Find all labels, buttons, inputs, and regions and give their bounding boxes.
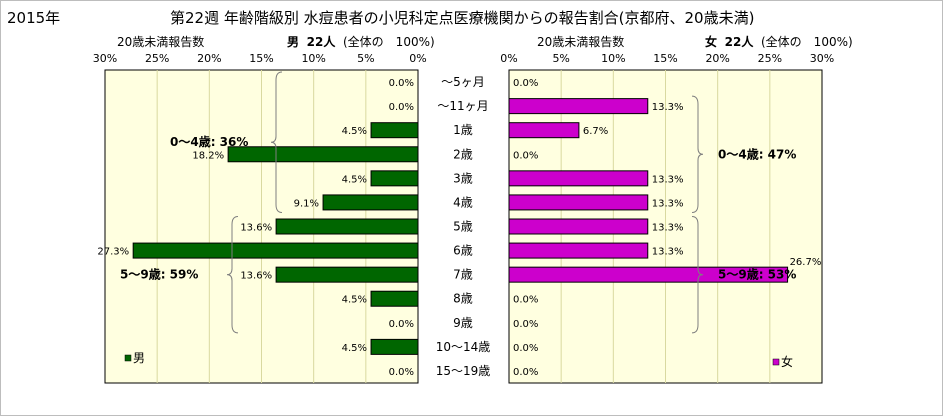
- category-label: 9歳: [453, 316, 473, 330]
- category-label: 2歳: [453, 147, 473, 161]
- female-value-label: 0.0%: [513, 78, 538, 89]
- left-tick-label: 15%: [249, 52, 273, 65]
- male-legend-swatch: [124, 354, 132, 362]
- male-value-label: 4.5%: [342, 343, 367, 354]
- male-value-label: 18.2%: [192, 150, 224, 161]
- left-header-share: (全体の 100%): [343, 35, 435, 49]
- male-value-label: 4.5%: [342, 126, 367, 137]
- female-legend-swatch: [772, 358, 780, 366]
- category-label: 4歳: [453, 195, 473, 209]
- category-label: 5歳: [453, 220, 473, 234]
- female-value-label: 13.3%: [652, 174, 684, 185]
- female-bar: [508, 170, 649, 187]
- right-axis-title: 20歳未満報告数: [537, 35, 625, 49]
- right-header-share: (全体の 100%): [761, 35, 853, 49]
- female-bar: [508, 242, 649, 259]
- female-bar: [508, 122, 580, 139]
- right-tick-label: 20%: [705, 52, 729, 65]
- male-group-label: 5～9歳: 59%: [120, 267, 198, 282]
- category-label: 8歳: [453, 292, 473, 306]
- right-tick-label: 5%: [552, 52, 569, 65]
- male-bar: [132, 242, 419, 259]
- right-tick-label: 15%: [653, 52, 677, 65]
- right-tick-label: 10%: [601, 52, 625, 65]
- male-group-brace: [226, 215, 239, 334]
- male-bar: [370, 170, 419, 187]
- female-value-label: 13.3%: [652, 198, 684, 209]
- chart-title: 第22週 年齢階級別 水痘患者の小児科定点医療機関からの報告割合(京都府、20歳…: [170, 9, 755, 27]
- female-value-label: 0.0%: [513, 367, 538, 378]
- category-label: 1歳: [453, 123, 473, 137]
- right-panel-header: 女 22人 (全体の 100%): [705, 33, 853, 50]
- male-bar: [227, 146, 419, 163]
- category-label: ～5ヶ月: [441, 75, 485, 89]
- female-bar: [508, 218, 649, 235]
- male-bar: [275, 218, 419, 235]
- left-axis-title: 20歳未満報告数: [117, 35, 205, 49]
- female-group-brace: [691, 95, 704, 213]
- male-value-label: 9.1%: [294, 198, 319, 209]
- male-value-label: 27.3%: [97, 247, 129, 258]
- male-group-label: 0～4歳: 36%: [170, 134, 248, 149]
- category-label: 6歳: [453, 244, 473, 258]
- left-tick-label: 10%: [301, 52, 325, 65]
- female-bar: [508, 98, 649, 115]
- male-value-label: 0.0%: [389, 367, 414, 378]
- category-label: 7歳: [453, 268, 473, 282]
- male-value-label: 0.0%: [389, 102, 414, 113]
- male-value-label: 0.0%: [389, 78, 414, 89]
- female-legend-label: 女: [781, 354, 793, 369]
- left-tick-label: 0%: [409, 52, 426, 65]
- male-bar: [370, 122, 419, 139]
- female-bar: [508, 194, 649, 211]
- right-header-count: 22人: [724, 35, 754, 49]
- female-bar: [508, 266, 789, 283]
- male-bar: [370, 338, 419, 355]
- male-bar: [322, 194, 419, 211]
- left-panel-header: 男 22人 (全体の 100%): [287, 33, 435, 50]
- left-tick-label: 5%: [357, 52, 374, 65]
- category-label: 15～19歳: [436, 364, 491, 378]
- female-value-label: 13.3%: [652, 223, 684, 234]
- male-group-brace: [270, 71, 283, 213]
- female-value-label: 6.7%: [583, 126, 608, 137]
- category-label: 10～14歳: [436, 340, 491, 354]
- left-tick-label: 20%: [197, 52, 221, 65]
- female-value-label: 13.3%: [652, 247, 684, 258]
- left-tick-label: 25%: [145, 52, 169, 65]
- male-bar: [275, 266, 419, 283]
- left-header-count: 22人: [306, 35, 336, 49]
- male-value-label: 4.5%: [342, 295, 367, 306]
- title-year: 2015年: [7, 9, 61, 27]
- category-label: 3歳: [453, 171, 473, 185]
- female-value-label: 0.0%: [513, 150, 538, 161]
- female-group-label: 0～4歳: 47%: [718, 146, 796, 161]
- male-value-label: 13.6%: [240, 271, 272, 282]
- male-value-label: 0.0%: [389, 319, 414, 330]
- female-value-label: 13.3%: [652, 102, 684, 113]
- right-tick-label: 25%: [758, 52, 782, 65]
- right-tick-label: 30%: [810, 52, 834, 65]
- left-header-sex: 男: [287, 35, 300, 49]
- female-value-label: 0.0%: [513, 319, 538, 330]
- male-value-label: 13.6%: [240, 223, 272, 234]
- male-value-label: 4.5%: [342, 174, 367, 185]
- right-header-sex: 女: [705, 35, 718, 49]
- right-tick-label: 0%: [500, 52, 517, 65]
- female-value-label: 26.7%: [790, 257, 822, 268]
- female-group-brace: [691, 215, 704, 334]
- category-label: ～11ヶ月: [437, 99, 488, 113]
- female-value-label: 0.0%: [513, 343, 538, 354]
- female-group-label: 5～9歳: 53%: [718, 267, 796, 282]
- male-bar: [370, 290, 419, 307]
- female-value-label: 0.0%: [513, 295, 538, 306]
- left-tick-label: 30%: [93, 52, 117, 65]
- male-legend-label: 男: [133, 351, 145, 365]
